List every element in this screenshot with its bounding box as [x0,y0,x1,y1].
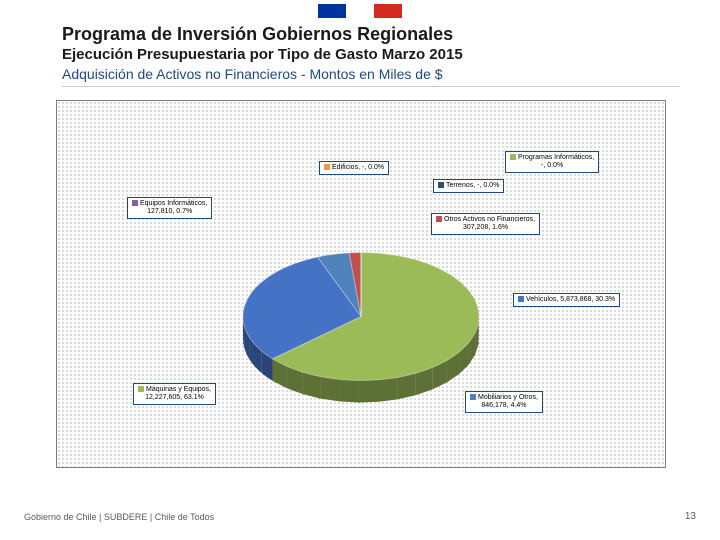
pie-label-text: Vehículos, 5,873,868, 30.3% [526,296,615,303]
page-subtitle-1: Ejecución Presupuestaria por Tipo de Gas… [62,46,680,63]
pie-label-text: Otros Activos no Financieros,307,208, 1.… [444,216,535,231]
footer-text: Gobierno de Chile | SUBDERE | Chile de T… [24,512,214,522]
pie-label: Otros Activos no Financieros,307,208, 1.… [431,213,540,235]
title-underline [62,86,680,87]
page-title: Programa de Inversión Gobiernos Regional… [62,24,680,45]
flag-blue [318,4,346,18]
legend-swatch [518,296,524,302]
pie-chart-container: Edificios, -, 0.0% Programas Informáticos… [56,100,666,468]
pie-label-text: Terrenos, -, 0.0% [446,182,499,189]
chile-flag-accent [318,4,402,18]
legend-swatch [436,216,442,222]
pie-label-text: Edificios, -, 0.0% [332,164,384,171]
page-subtitle-2: Adquisición de Activos no Financieros - … [62,66,680,82]
pie-label-text: Mobiliarios y Otros,846,178, 4.4% [478,394,538,409]
pie-label: Equipos Informáticos,127,810, 0.7% [127,197,212,219]
legend-swatch [438,182,444,188]
slide: Programa de Inversión Gobiernos Regional… [0,0,720,540]
pie-label-text: Programas Informáticos,-, 0.0% [518,154,594,169]
pie-label: Programas Informáticos,-, 0.0% [505,151,599,173]
flag-red [374,4,402,18]
legend-swatch [510,154,516,160]
pie-label-text: Equipos Informáticos,127,810, 0.7% [140,200,207,215]
legend-swatch [132,200,138,206]
pie-label: Edificios, -, 0.0% [319,161,389,175]
pie-label: Máquinas y Equipos,12,227,605, 63.1% [133,383,216,405]
page-number: 13 [685,511,696,522]
flag-white [346,4,374,18]
legend-swatch [470,394,476,400]
legend-swatch [324,164,330,170]
pie-label: Vehículos, 5,873,868, 30.3% [513,293,620,307]
legend-swatch [138,386,144,392]
pie-label: Mobiliarios y Otros,846,178, 4.4% [465,391,543,413]
pie-label-text: Máquinas y Equipos,12,227,605, 63.1% [145,386,211,401]
pie-label: Terrenos, -, 0.0% [433,179,504,193]
